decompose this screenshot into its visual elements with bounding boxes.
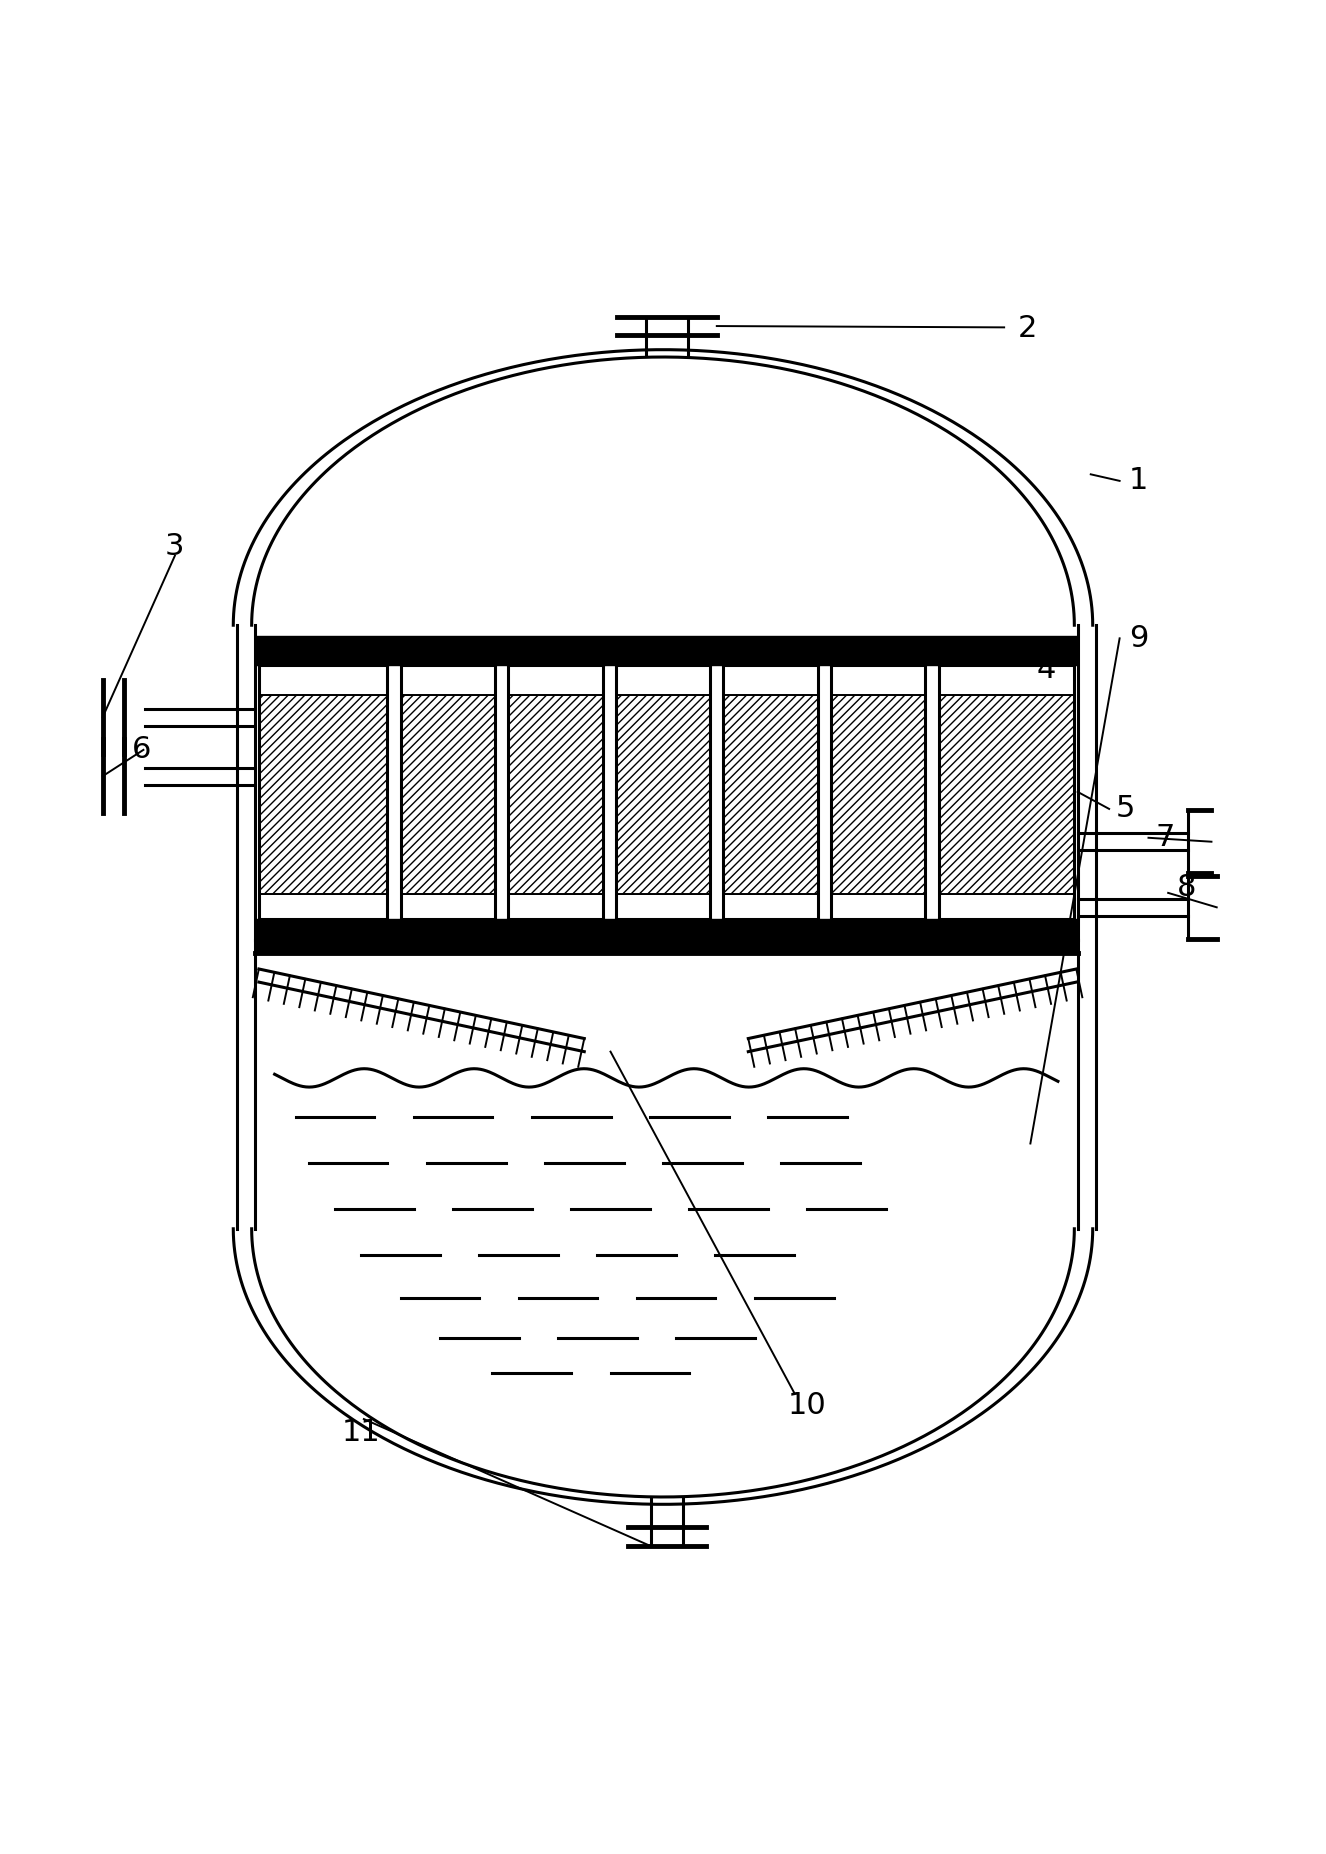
- Bar: [259, 695, 387, 894]
- Text: 10: 10: [788, 1390, 826, 1420]
- Bar: [508, 695, 602, 894]
- Text: 9: 9: [1128, 623, 1148, 653]
- Text: 5: 5: [1115, 794, 1135, 823]
- Text: 11: 11: [342, 1418, 381, 1446]
- Text: 6: 6: [131, 736, 151, 764]
- Text: 1: 1: [1128, 467, 1148, 495]
- Bar: [615, 695, 711, 894]
- Polygon shape: [233, 1229, 1093, 1504]
- Text: 3: 3: [164, 532, 184, 562]
- Bar: [400, 695, 495, 894]
- Text: 4: 4: [1037, 654, 1057, 684]
- Text: 8: 8: [1177, 873, 1197, 903]
- Text: 7: 7: [1155, 823, 1175, 853]
- Bar: [939, 695, 1074, 894]
- Polygon shape: [233, 350, 1093, 625]
- Text: 2: 2: [1017, 313, 1037, 343]
- Bar: [831, 695, 926, 894]
- Bar: [724, 695, 818, 894]
